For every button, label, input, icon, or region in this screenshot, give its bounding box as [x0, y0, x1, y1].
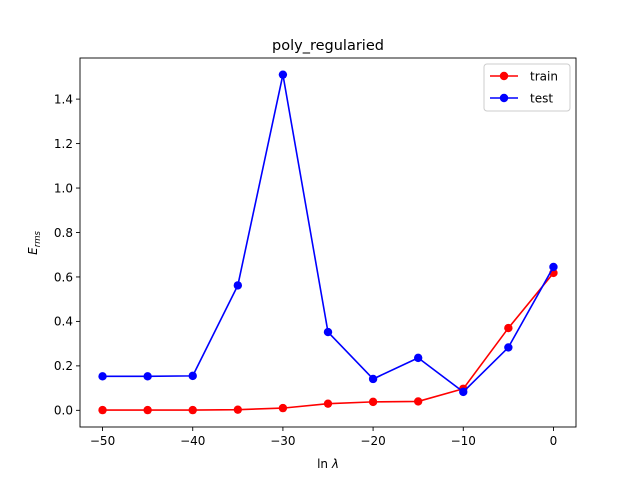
x-tick-label: −20 — [360, 434, 385, 448]
data-point-train — [98, 405, 107, 415]
data-point-test — [188, 371, 197, 381]
x-tick-label: −10 — [451, 434, 476, 448]
legend-item-test: test — [490, 91, 553, 105]
data-point-train — [143, 405, 152, 415]
data-point-train — [504, 323, 513, 333]
data-point-test — [413, 353, 423, 363]
data-point-test — [143, 372, 152, 381]
y-tick-label: 0.6 — [54, 270, 73, 284]
y-axis-label-main: E — [26, 247, 40, 255]
data-point-train — [323, 399, 333, 408]
y-tick-label: 1.4 — [54, 92, 73, 106]
data-point-train — [278, 403, 288, 413]
x-axis-label-symbol: λ — [331, 457, 339, 471]
legend-marker-test — [499, 93, 509, 103]
legend-marker-train — [499, 71, 509, 81]
data-point-train — [233, 405, 243, 414]
y-axis-label-sub: rms — [33, 231, 43, 248]
data-point-test — [278, 70, 288, 79]
x-tick-label: −30 — [270, 434, 295, 448]
chart-title: poly_regularied — [272, 38, 384, 54]
x-tick-label: 0 — [550, 434, 558, 448]
data-point-train — [413, 397, 423, 406]
data-point-test — [323, 327, 333, 337]
x-axis-label: ln λ — [317, 457, 339, 471]
x-axis-ticks: −50 −40 −30 −20 −10 0 — [90, 427, 557, 448]
y-axis-label: Erms — [26, 231, 43, 255]
legend: train test — [483, 63, 571, 112]
legend-label-train: train — [530, 69, 558, 83]
y-tick-label: 0.4 — [54, 315, 73, 329]
y-tick-label: 0.8 — [54, 226, 73, 240]
x-axis-label-main: ln — [317, 457, 332, 471]
plot-area-frame — [79, 57, 577, 428]
data-point-test — [368, 374, 378, 384]
series-test — [98, 70, 558, 397]
data-point-test — [549, 262, 558, 272]
legend-item-train: train — [490, 69, 558, 83]
legend-items: train test — [490, 69, 558, 105]
y-tick-label: 0.2 — [54, 359, 73, 373]
data-point-test — [459, 387, 468, 397]
data-point-train — [368, 397, 378, 407]
series-layer — [98, 70, 558, 415]
data-point-train — [188, 405, 197, 415]
legend-label-test: test — [530, 91, 553, 105]
data-point-test — [98, 372, 107, 381]
x-tick-label: −40 — [180, 434, 205, 448]
x-tick-label: −50 — [90, 434, 115, 448]
data-point-test — [233, 281, 243, 290]
y-tick-label: 1.2 — [54, 137, 73, 151]
y-tick-label: 0.0 — [54, 404, 73, 418]
data-point-test — [504, 343, 513, 352]
y-axis-ticks: 0.0 0.2 0.4 0.6 0.8 1.0 1.2 1.4 — [54, 92, 80, 418]
y-tick-label: 1.0 — [54, 181, 73, 195]
